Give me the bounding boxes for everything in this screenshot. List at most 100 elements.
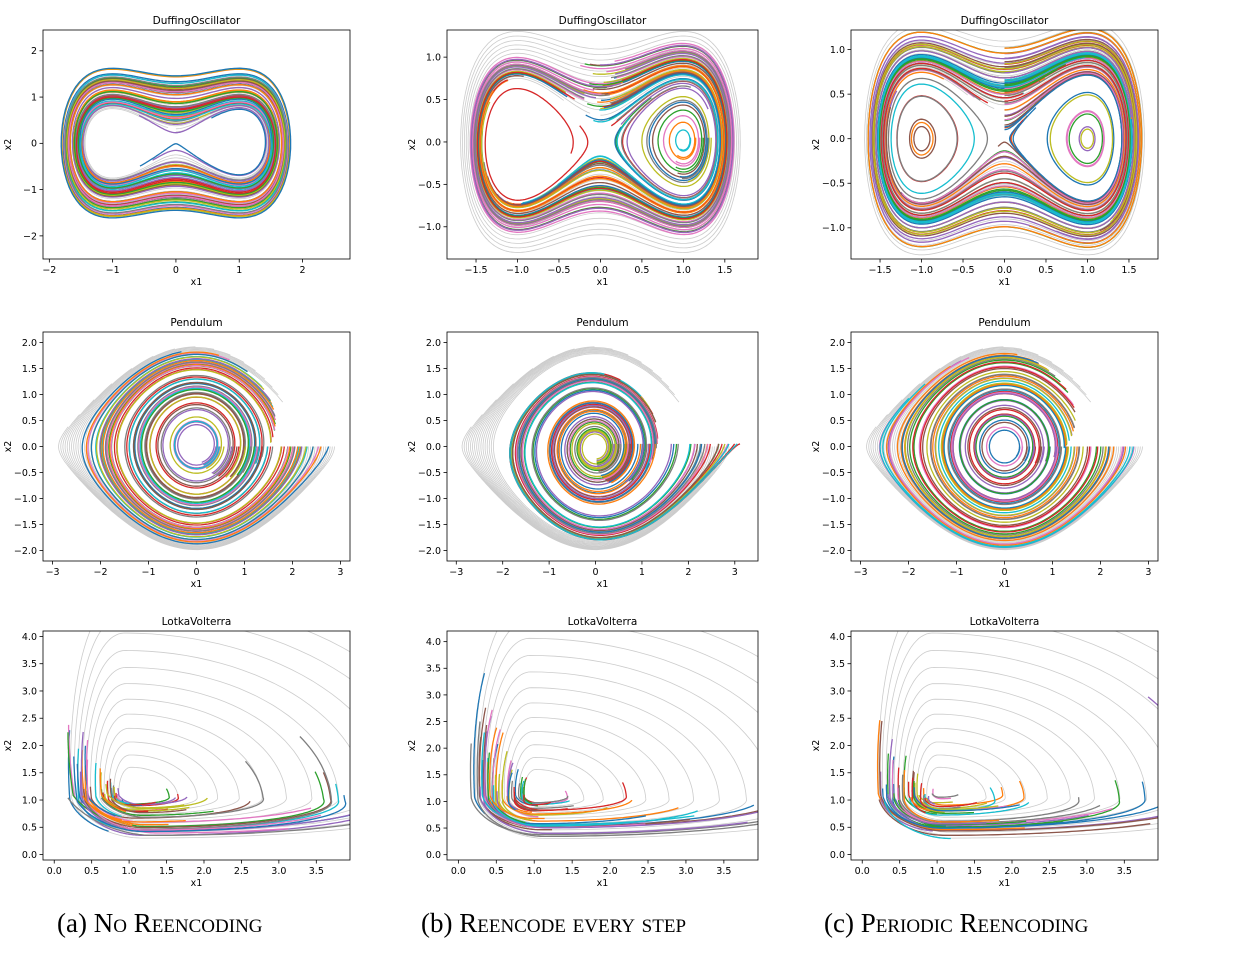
predicted-trajectory [547, 400, 657, 505]
y-tick-label: 2.5 [426, 717, 441, 728]
ground-truth-trajectory [894, 351, 1115, 542]
panel-b-lotka: LotkaVolterra 0.0 0.5 1.0 1.5 2.0 2.5 3.0 3.5 0.0… [407, 616, 759, 889]
predicted-trajectory [932, 375, 1078, 519]
predicted-trajectory [557, 74, 721, 205]
predicted-trajectory [139, 108, 267, 176]
predicted-trajectory [99, 358, 303, 536]
y-tick-label: 3.0 [426, 690, 441, 701]
x-tick-label: 2.0 [1004, 866, 1019, 877]
predicted-trajectory [77, 97, 275, 189]
predicted-trajectory [100, 760, 265, 818]
predicted-trajectory [556, 408, 644, 495]
x-tick-label: −1.5 [869, 265, 892, 276]
caption-reencode-every-step: (b) Reencode every step [421, 908, 686, 939]
predicted-trajectory [593, 78, 719, 201]
x-tick-label: −0.5 [547, 265, 570, 276]
predicted-trajectory [951, 391, 1059, 502]
predicted-trajectory [620, 82, 717, 197]
y-tick-label: −2.0 [418, 546, 441, 557]
y-tick-label: 0.5 [22, 416, 37, 427]
y-tick-label: 3.0 [22, 686, 37, 697]
caption-prefix: (b) [421, 908, 460, 938]
predicted-trajectory [128, 378, 269, 514]
x-tick-label: −1.0 [910, 265, 933, 276]
panel-title: Pendulum [170, 317, 222, 329]
x-tick-label: −3 [46, 567, 60, 578]
y-tick-label: 4.0 [426, 637, 441, 648]
x-tick-label: 0.0 [997, 265, 1012, 276]
predicted-trajectory [64, 76, 288, 214]
predicted-trajectory [79, 101, 273, 186]
caption-prefix: (a) [57, 908, 94, 938]
y-tick-label: 2.0 [22, 338, 37, 349]
predicted-trajectory [911, 777, 926, 814]
predicted-trajectory [515, 376, 709, 536]
predicted-trajectory [516, 376, 706, 535]
x-axis-label: x1 [999, 277, 1011, 288]
y-tick-label: −2.0 [822, 546, 845, 557]
y-tick-label: 1.5 [830, 768, 845, 779]
predicted-trajectory [886, 365, 1127, 546]
ground-truth-trajectory [474, 631, 758, 840]
x-tick-label: 2 [1097, 567, 1103, 578]
x-tick-label: 2 [289, 567, 295, 578]
y-tick-label: 2.5 [830, 714, 845, 725]
predicted-trajectory [875, 47, 1135, 229]
predicted-trajectory [880, 59, 1130, 217]
predicted-trajectory [872, 40, 1138, 236]
predicted-trajectory [109, 778, 187, 814]
predicted-trajectory [558, 410, 642, 493]
x-tick-label: −3 [449, 567, 463, 578]
predicted-trajectory [134, 382, 263, 509]
y-tick-label: 4.0 [830, 632, 845, 643]
predicted-trajectory [67, 797, 350, 837]
y-tick-label: 1.0 [830, 390, 845, 401]
y-tick-label: 4.0 [22, 632, 37, 643]
y-tick-label: 1.0 [830, 45, 845, 56]
predicted-trajectory [173, 420, 221, 470]
ground-truth-trajectory [870, 399, 1139, 550]
x-tick-label: −1 [106, 265, 120, 276]
predicted-trajectory [959, 399, 1051, 495]
predicted-trajectory [938, 380, 1072, 514]
ground-truth-trajectory [872, 383, 1137, 549]
x-tick-label: −1 [142, 567, 156, 578]
ground-truth-trajectory [468, 383, 724, 549]
panel-a-duffing: DuffingOscillator −2 −1 0 1 2 −2 −1 0 1 2 x1 x2 [3, 15, 351, 288]
x-tick-label: 1.5 [967, 866, 982, 877]
predicted-trajectory [888, 739, 987, 825]
predicted-trajectory [975, 415, 1034, 478]
y-tick-label: −1.5 [418, 520, 441, 531]
predicted-trajectory [486, 71, 722, 207]
x-axis-label: x1 [597, 579, 609, 590]
predicted-trajectory [888, 357, 1124, 545]
caption-prefix: (c) [824, 908, 861, 938]
y-tick-label: 3.5 [830, 659, 845, 670]
axes-frame [446, 630, 759, 861]
predicted-trajectory [947, 388, 1063, 506]
predicted-trajectory [550, 403, 651, 501]
y-axis-label: x2 [407, 740, 418, 752]
predicted-trajectory [521, 780, 570, 806]
y-tick-label: 0.5 [426, 95, 441, 106]
x-tick-label: 3 [337, 567, 343, 578]
x-tick-label: −2 [496, 567, 510, 578]
predicted-trajectory [974, 414, 1036, 479]
x-tick-label: −3 [854, 567, 868, 578]
predicted-trajectory [878, 55, 1132, 222]
predicted-trajectory [106, 362, 294, 531]
y-tick-label: −1 [23, 185, 37, 196]
predicted-trajectory [887, 77, 989, 200]
y-tick-label: 1.0 [426, 53, 441, 64]
predicted-trajectory [904, 356, 1107, 538]
x-axis-label: x1 [191, 878, 203, 889]
predicted-trajectory [877, 53, 1132, 223]
predicted-trajectory [82, 104, 270, 182]
ground-truth-trajectory [469, 368, 721, 549]
panel-title: Pendulum [576, 317, 628, 329]
y-tick-label: 0.0 [426, 850, 441, 861]
predicted-trajectory [69, 84, 283, 203]
predicted-trajectory [929, 373, 1081, 521]
predicted-trajectory [901, 72, 1124, 204]
